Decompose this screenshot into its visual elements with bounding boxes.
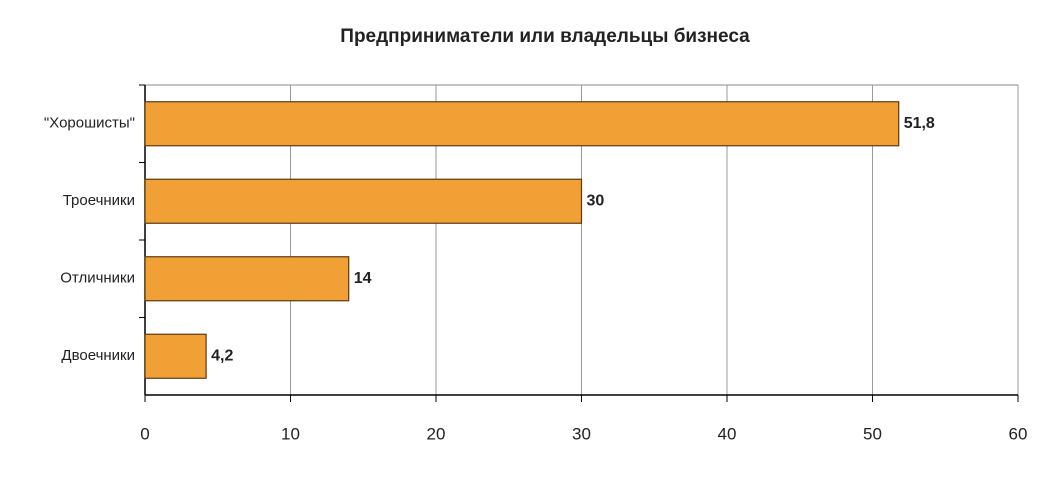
x-tick-label: 30 [572, 424, 591, 443]
x-tick-label: 0 [140, 424, 149, 443]
x-tick-label: 10 [281, 424, 300, 443]
bar [144, 101, 900, 147]
value-label: 4,2 [211, 347, 233, 364]
x-tick-label: 20 [427, 424, 446, 443]
y-tick-label: Троечники [63, 192, 135, 209]
y-tick-label: Двоечники [61, 347, 135, 364]
chart-title: Предприниматели или владельцы бизнеса [340, 26, 750, 47]
value-label: 51,8 [904, 115, 935, 132]
value-label: 14 [354, 270, 372, 287]
bar [144, 256, 350, 302]
x-tick-label: 50 [863, 424, 882, 443]
y-tick-label: Отличники [60, 270, 135, 287]
x-tick-label: 40 [718, 424, 737, 443]
bar [144, 333, 207, 379]
bar [144, 178, 583, 224]
y-tick-label: "Хорошисты" [44, 115, 135, 132]
value-label: 30 [587, 192, 605, 209]
x-tick-label: 60 [1009, 424, 1028, 443]
